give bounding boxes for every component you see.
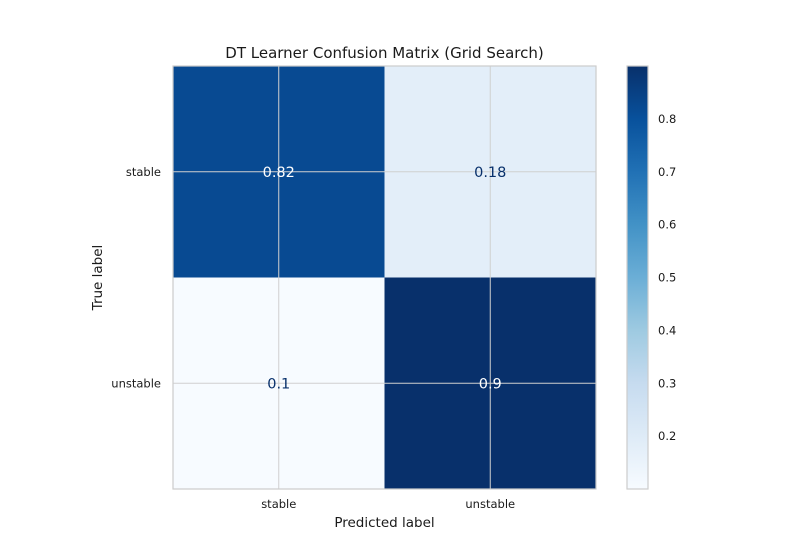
y-tick-label: stable bbox=[126, 165, 161, 179]
gridlines bbox=[173, 66, 596, 489]
colorbar-tick-label: 0.4 bbox=[658, 323, 676, 337]
chart-title: DT Learner Confusion Matrix (Grid Search… bbox=[225, 44, 543, 62]
y-tick-labels: stable unstable bbox=[111, 165, 161, 391]
x-tick-label: unstable bbox=[465, 497, 515, 511]
colorbar-tick-label: 0.6 bbox=[658, 218, 676, 232]
y-tick-label: unstable bbox=[111, 376, 161, 390]
plot-frame bbox=[172, 65, 597, 490]
cell-value-label: 0.9 bbox=[479, 376, 502, 392]
colorbar-tick-label: 0.7 bbox=[658, 165, 676, 179]
x-axis-label: Predicted label bbox=[334, 515, 434, 531]
colorbar-ticks: 0.2 0.3 0.4 0.5 0.6 0.7 0.8 bbox=[658, 112, 676, 443]
colorbar-tick-label: 0.8 bbox=[658, 112, 676, 126]
colorbar-tick-label: 0.3 bbox=[658, 376, 676, 390]
x-tick-labels: stable unstable bbox=[261, 497, 515, 511]
cell-value-label: 0.18 bbox=[474, 165, 506, 181]
cell-value-labels: 0.82 0.18 0.1 0.9 bbox=[263, 165, 507, 393]
x-tick-label: stable bbox=[261, 497, 296, 511]
colorbar-tick-label: 0.2 bbox=[658, 429, 676, 443]
heatmap-cells bbox=[173, 66, 596, 489]
colorbar bbox=[626, 65, 649, 490]
y-axis-label: True label bbox=[90, 245, 106, 312]
colorbar-tick-label: 0.5 bbox=[658, 271, 676, 285]
cell-value-label: 0.82 bbox=[263, 165, 295, 181]
cell-value-label: 0.1 bbox=[267, 376, 290, 392]
